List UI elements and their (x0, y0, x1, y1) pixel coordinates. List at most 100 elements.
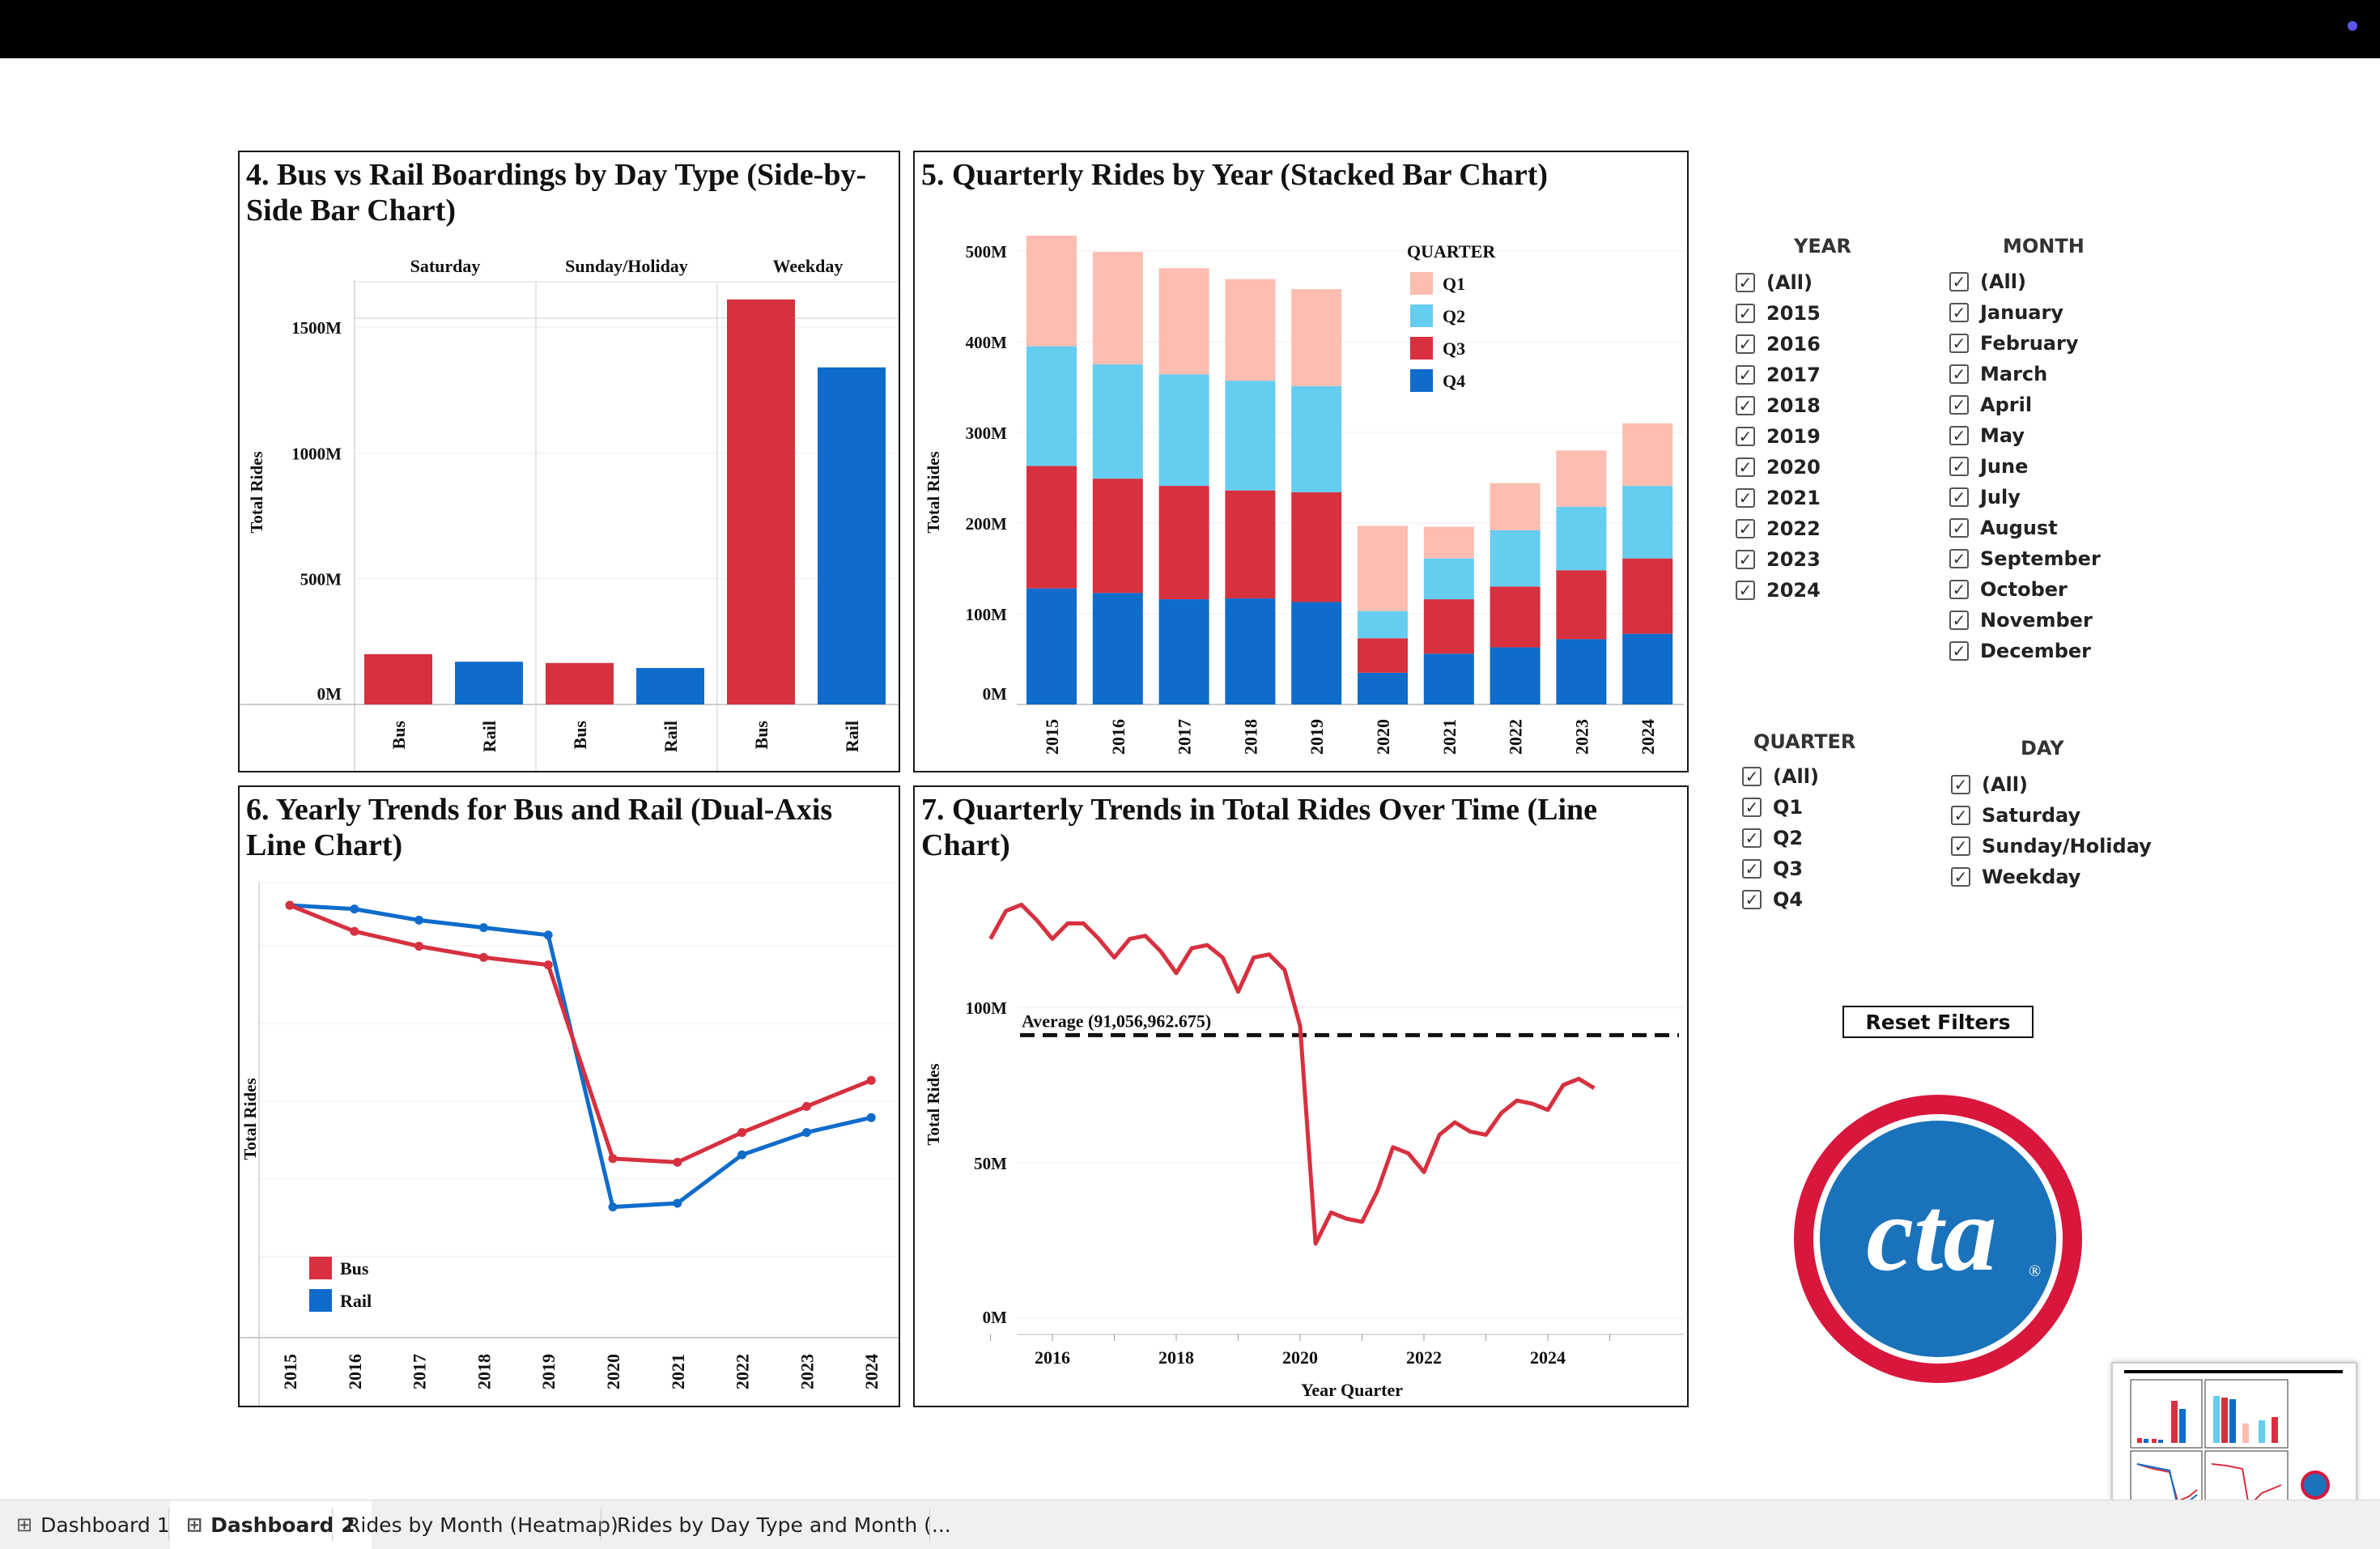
checkbox-checked-icon[interactable]: ✓ (1949, 580, 1969, 599)
filter-option-label: Weekday (1982, 866, 2081, 888)
dashboard-thumbnail-navigator[interactable] (2111, 1362, 2357, 1521)
checkbox-checked-icon[interactable]: ✓ (1742, 767, 1762, 786)
tab-dashboard-2[interactable]: ⊞ Dashboard 2 (170, 1500, 372, 1549)
filter-option-month[interactable]: ✓ October (1949, 574, 2101, 605)
tab-rides-by-day-type-and-month[interactable]: Rides by Day Type and Month (... (601, 1500, 967, 1549)
filter-option-quarter[interactable]: ✓ Q4 (1742, 884, 1819, 915)
checkbox-checked-icon[interactable]: ✓ (1949, 518, 1969, 538)
checkbox-checked-icon[interactable]: ✓ (1951, 806, 1970, 825)
filter-option-year[interactable]: ✓ 2017 (1736, 360, 1821, 390)
y-tick-label: 500M (966, 242, 1008, 262)
checkbox-checked-icon[interactable]: ✓ (1949, 364, 1969, 384)
checkbox-checked-icon[interactable]: ✓ (1949, 334, 1969, 353)
filter-option-day[interactable]: ✓ Saturday (1951, 800, 2152, 831)
filter-option-year[interactable]: ✓ 2023 (1736, 544, 1821, 575)
filter-option-month[interactable]: ✓ July (1949, 482, 2101, 513)
filter-option-month[interactable]: ✓ September (1949, 543, 2101, 574)
checkbox-checked-icon[interactable]: ✓ (1742, 828, 1762, 848)
checkbox-checked-icon[interactable]: ✓ (1736, 273, 1755, 292)
filter-option-year[interactable]: ✓ 2015 (1736, 298, 1821, 329)
x-tick-label: 2020 (603, 1354, 623, 1389)
checkbox-checked-icon[interactable]: ✓ (1736, 427, 1755, 446)
filter-option-year[interactable]: ✓ 2024 (1736, 575, 1821, 606)
logo-registered-mark: ® (2029, 1262, 2041, 1280)
legend-label: Bus (340, 1258, 369, 1279)
bar-segment-2020-q3 (1358, 638, 1408, 673)
checkbox-checked-icon[interactable]: ✓ (1949, 487, 1969, 507)
filter-option-year[interactable]: ✓ 2016 (1736, 329, 1821, 360)
tab-rides-by-month-heatmap[interactable]: Rides by Month (Heatmap) (330, 1500, 635, 1549)
x-tick-label: 2022 (1506, 719, 1526, 755)
yearly-trends-line-chart: Total Rides 2015 2016 2017 2018 2019 2020 2021 2… (240, 882, 899, 1406)
filter-option-label: (All) (1766, 271, 1813, 294)
filter-option-month[interactable]: ✓ February (1949, 328, 2101, 359)
y-tick-label: 100M (966, 605, 1008, 624)
filter-option-quarter[interactable]: ✓ Q3 (1742, 853, 1819, 884)
checkbox-checked-icon[interactable]: ✓ (1951, 775, 1970, 794)
filter-option-month[interactable]: ✓ August (1949, 513, 2101, 543)
filter-option-day[interactable]: ✓ Sunday/Holiday (1951, 831, 2152, 862)
data-point-bus (414, 942, 424, 951)
filter-option-quarter[interactable]: ✓ Q2 (1742, 823, 1819, 853)
checkbox-checked-icon[interactable]: ✓ (1742, 859, 1762, 879)
filter-option-year[interactable]: ✓ 2021 (1736, 483, 1821, 513)
filter-option-label: 2024 (1766, 579, 1821, 602)
legend-label: Q3 (1443, 338, 1465, 359)
checkbox-checked-icon[interactable]: ✓ (1949, 272, 1969, 292)
checkbox-checked-icon[interactable]: ✓ (1736, 550, 1755, 569)
filter-option-label: 2018 (1766, 394, 1821, 417)
filter-option-month[interactable]: ✓ January (1949, 297, 2101, 328)
checkbox-checked-icon[interactable]: ✓ (1742, 798, 1762, 817)
filter-option-month[interactable]: ✓ April (1949, 389, 2101, 420)
filter-option-year[interactable]: ✓ (All) (1736, 267, 1821, 298)
filter-option-year[interactable]: ✓ 2022 (1736, 513, 1821, 544)
checkbox-checked-icon[interactable]: ✓ (1949, 641, 1969, 661)
tab-divider (332, 1509, 333, 1541)
tab-dashboard-1[interactable]: ⊞ Dashboard 1 (0, 1500, 186, 1549)
filter-option-quarter[interactable]: ✓ Q1 (1742, 792, 1819, 823)
filter-option-label: March (1980, 363, 2048, 385)
checkbox-checked-icon[interactable]: ✓ (1736, 457, 1755, 477)
bar-weekday-bus (727, 299, 795, 704)
filter-option-day[interactable]: ✓ (All) (1951, 769, 2152, 800)
filter-option-month[interactable]: ✓ May (1949, 420, 2101, 451)
checkbox-checked-icon[interactable]: ✓ (1949, 395, 1969, 415)
checkbox-checked-icon[interactable]: ✓ (1736, 365, 1755, 385)
filter-option-label: Saturday (1982, 804, 2081, 827)
filter-option-month[interactable]: ✓ December (1949, 636, 2101, 666)
chart-title: 6. Yearly Trends for Bus and Rail (Dual-… (246, 793, 833, 862)
data-point-rail (801, 1128, 811, 1138)
filter-option-label: 2019 (1766, 425, 1821, 448)
legend-swatch-q3 (1410, 337, 1433, 360)
filter-title-day: DAY (2021, 737, 2064, 760)
checkbox-checked-icon[interactable]: ✓ (1742, 890, 1762, 909)
checkbox-checked-icon[interactable]: ✓ (1949, 549, 1969, 568)
reset-filters-button[interactable]: Reset Filters (1842, 1006, 2034, 1038)
filter-option-year[interactable]: ✓ 2018 (1736, 390, 1821, 421)
logo-text: cta (1866, 1174, 1996, 1293)
checkbox-checked-icon[interactable]: ✓ (1951, 867, 1970, 887)
filter-option-month[interactable]: ✓ (All) (1949, 266, 2101, 297)
checkbox-checked-icon[interactable]: ✓ (1736, 519, 1755, 538)
checkbox-checked-icon[interactable]: ✓ (1736, 334, 1755, 354)
x-tick-label: 2024 (1530, 1347, 1566, 1368)
filter-option-day[interactable]: ✓ Weekday (1951, 862, 2152, 892)
filter-option-quarter[interactable]: ✓ (All) (1742, 761, 1819, 792)
filter-option-month[interactable]: ✓ June (1949, 451, 2101, 482)
checkbox-checked-icon[interactable]: ✓ (1949, 303, 1969, 322)
checkbox-checked-icon[interactable]: ✓ (1949, 426, 1969, 445)
bar-segment-2017-q1 (1158, 268, 1209, 375)
checkbox-checked-icon[interactable]: ✓ (1949, 611, 1969, 630)
checkbox-checked-icon[interactable]: ✓ (1736, 488, 1755, 508)
filter-option-year[interactable]: ✓ 2019 (1736, 421, 1821, 452)
checkbox-checked-icon[interactable]: ✓ (1736, 304, 1755, 323)
filter-option-year[interactable]: ✓ 2020 (1736, 452, 1821, 483)
x-tick-label: 2015 (1042, 719, 1062, 755)
checkbox-checked-icon[interactable]: ✓ (1736, 396, 1755, 415)
checkbox-checked-icon[interactable]: ✓ (1951, 836, 1970, 856)
x-tick-label: Bus (570, 721, 590, 750)
filter-option-month[interactable]: ✓ November (1949, 605, 2101, 636)
checkbox-checked-icon[interactable]: ✓ (1736, 581, 1755, 600)
filter-option-month[interactable]: ✓ March (1949, 359, 2101, 389)
checkbox-checked-icon[interactable]: ✓ (1949, 457, 1969, 476)
